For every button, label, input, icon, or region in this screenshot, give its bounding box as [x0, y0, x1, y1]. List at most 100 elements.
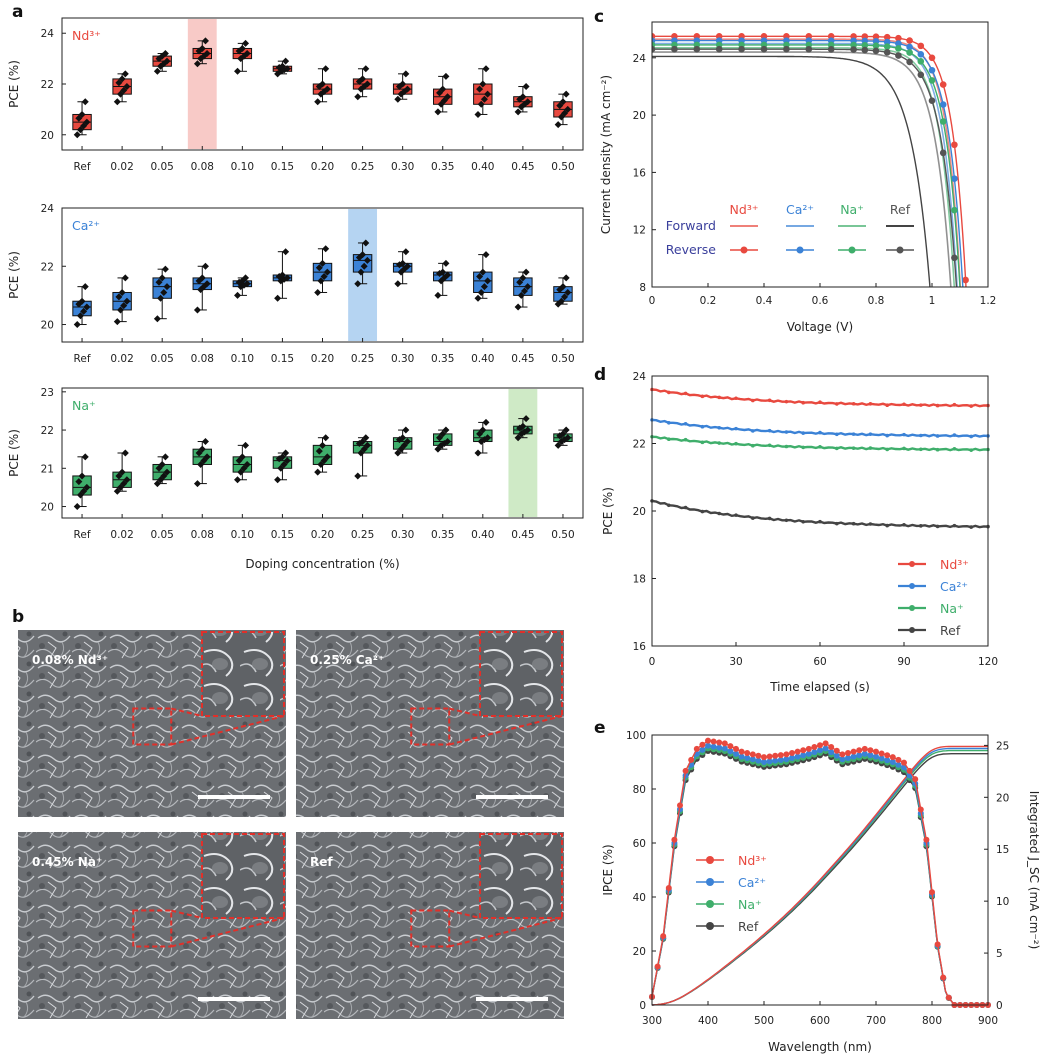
ipce-marker [654, 963, 661, 970]
stability-marker [868, 432, 873, 436]
ipce-marker [800, 747, 807, 754]
x-tick-label: 800 [922, 1015, 942, 1027]
data-point [354, 280, 362, 288]
stability-marker [751, 516, 755, 520]
x-tick-label: 0.40 [471, 529, 494, 541]
data-point [399, 259, 407, 267]
data-point [282, 449, 290, 457]
data-point [163, 57, 171, 65]
data-point [359, 251, 367, 259]
jv-marker [883, 33, 891, 41]
x-tick-label: 0.25 [351, 161, 374, 173]
data-point [319, 80, 326, 88]
data-point [157, 476, 165, 484]
data-point [399, 434, 407, 442]
jv-marker [883, 38, 891, 46]
box-0.25 [352, 239, 373, 288]
stability-marker [885, 523, 889, 528]
jv-marker [872, 47, 880, 55]
ipce-marker [940, 974, 947, 981]
scale-bar [476, 997, 548, 1001]
y2-tick-label: 10 [996, 896, 1009, 908]
ipce-marker [811, 744, 818, 751]
data-point [198, 44, 206, 52]
data-point [514, 434, 522, 442]
ipce-marker [873, 748, 879, 755]
x-tick-label: 90 [897, 656, 910, 668]
data-point [76, 491, 84, 499]
ipce-marker [867, 752, 874, 759]
box-0.05 [152, 453, 172, 488]
stability-marker [851, 521, 856, 526]
data-point [439, 430, 447, 438]
ipce-marker [738, 753, 745, 760]
data-point [480, 283, 488, 291]
stability-marker [885, 433, 889, 438]
sem-tile-2: 0.45% Na⁺ [18, 832, 286, 1019]
jv-marker [850, 41, 857, 49]
data-point [243, 280, 251, 288]
data-point [479, 426, 487, 434]
data-point [514, 303, 522, 311]
jv-marker [693, 45, 701, 53]
zoom-connector [448, 917, 563, 948]
data-point [317, 460, 325, 468]
x-tick-label: 0.08 [191, 161, 214, 173]
y-tick-label: 22 [41, 261, 54, 273]
data-point [479, 80, 487, 88]
ipce-marker [761, 759, 767, 765]
x-tick-label: 0.08 [191, 529, 214, 541]
y-tick-label: 21 [41, 463, 54, 475]
ipce-marker [929, 889, 935, 896]
stability-marker [734, 513, 738, 517]
data-point [360, 445, 368, 453]
jv-marker [951, 175, 958, 182]
ipce-marker [727, 743, 734, 750]
data-point [314, 468, 322, 476]
ipce-marker [839, 751, 846, 758]
stability-marker [734, 426, 738, 431]
y-tick-label: 24 [633, 53, 647, 65]
zoom-connector [170, 715, 285, 746]
data-point [80, 122, 88, 130]
y-tick-label: 8 [639, 282, 646, 294]
series-label: Na⁺ [72, 398, 96, 413]
data-point [434, 445, 442, 453]
ipce-marker [716, 739, 723, 746]
ipce-marker [693, 745, 700, 752]
box-Ref [72, 283, 92, 329]
jv-forward-ref [652, 55, 931, 287]
data-point [243, 50, 251, 58]
ipce-marker [828, 749, 835, 756]
data-point [282, 57, 290, 65]
jv-marker [895, 40, 902, 47]
ipce-marker [822, 745, 829, 752]
ipce-marker [705, 737, 711, 744]
box-0.45 [513, 415, 533, 442]
data-point [362, 434, 370, 442]
ipce-line-Ref [651, 750, 988, 1006]
stability-marker [751, 398, 755, 403]
data-point [519, 274, 527, 282]
data-point [399, 80, 407, 88]
stability-marker [801, 400, 805, 405]
data-point [484, 90, 492, 98]
jv-marker [928, 54, 936, 62]
ipce-marker [677, 802, 683, 809]
data-point [359, 75, 367, 83]
ipce-marker [884, 752, 891, 759]
jv-marker [906, 37, 913, 44]
ipce-marker [777, 756, 784, 763]
data-point [278, 271, 286, 279]
ipce-marker [884, 757, 891, 764]
data-point [444, 93, 452, 101]
data-point [437, 100, 445, 108]
jv-marker [917, 42, 925, 50]
data-point [203, 453, 211, 461]
y-axis-label-e: IPCE (%) [601, 844, 615, 895]
legend-label-1: Ca²⁺ [940, 579, 968, 594]
sem-tile-3: Ref [296, 832, 564, 1019]
y-tick-label: 16 [633, 167, 647, 179]
data-point [434, 291, 442, 299]
zoom-connector [449, 707, 481, 717]
